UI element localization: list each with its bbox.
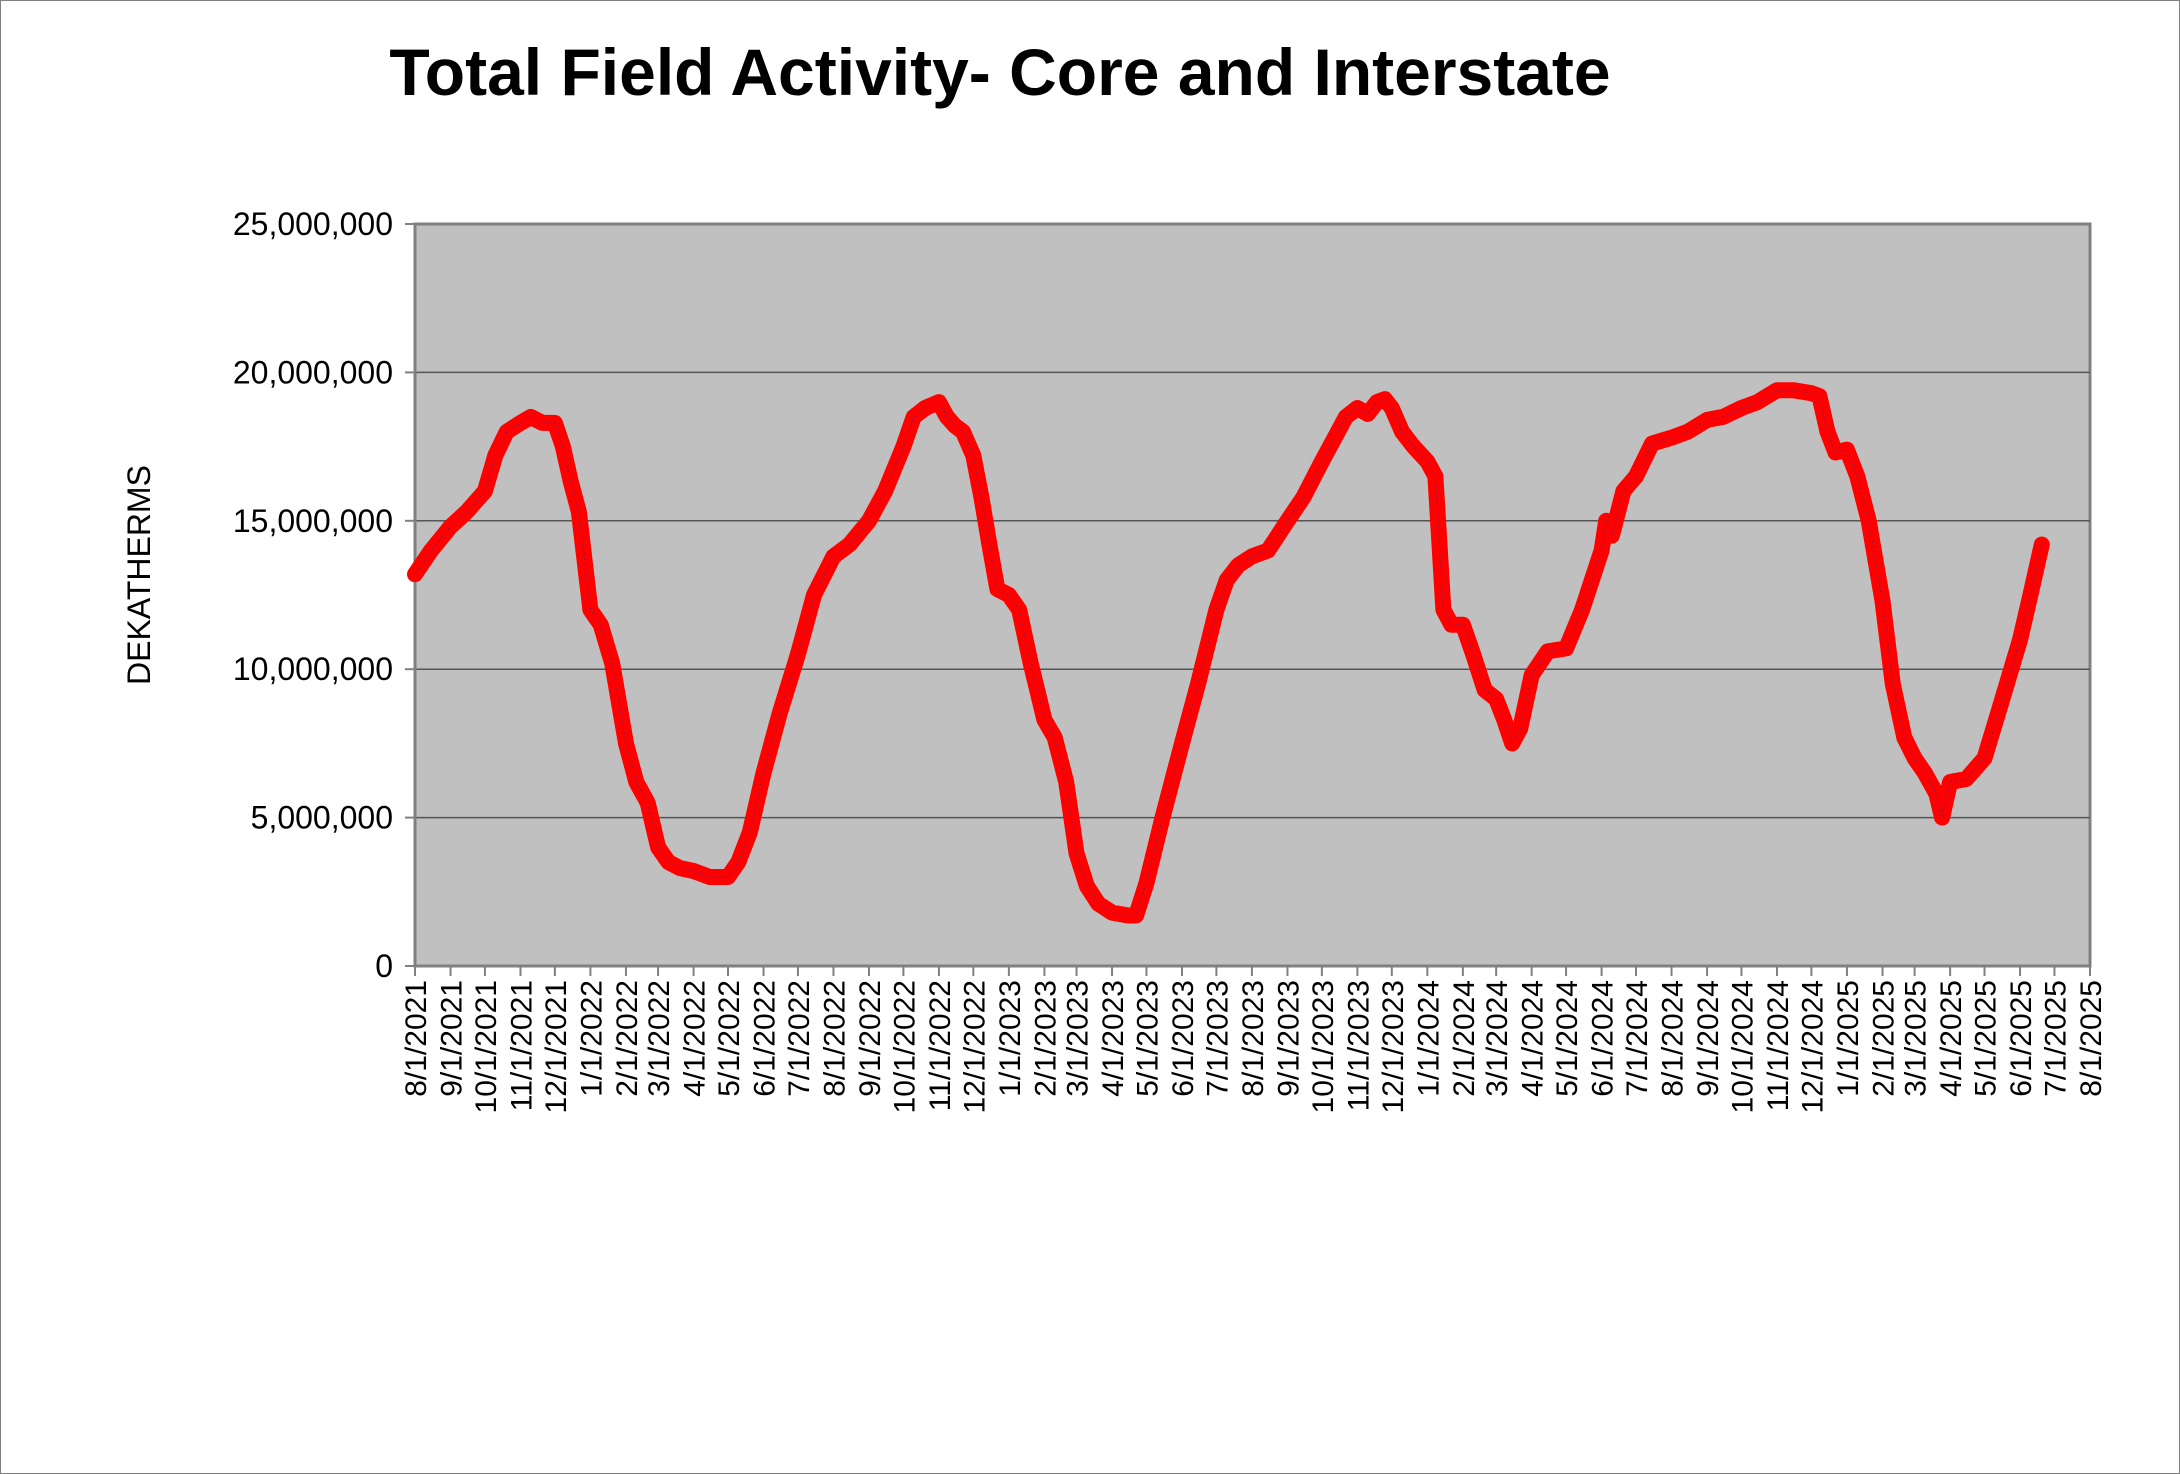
x-tick-label: 3/1/2023 [1062,980,1095,1097]
x-tick-label: 10/1/2022 [888,980,921,1113]
x-tick-labels: 8/1/2021 9/1/2021 10/1/2021 11/1/2021 12/1/2… [400,980,2108,1113]
x-tick-label: 6/1/2022 [749,980,782,1097]
chart-title: Total Field Activity- Core and Interstat… [389,35,1611,109]
x-tick-label: 8/1/2022 [818,980,851,1097]
y-tick-label: 5,000,000 [251,800,393,836]
x-tick-label: 4/1/2025 [1935,980,1968,1097]
x-tick-label: 6/1/2024 [1587,980,1620,1097]
x-tick-label: 9/1/2021 [436,980,469,1097]
y-tick-label: 25,000,000 [233,206,393,242]
axes [405,223,2091,976]
plot-area [413,222,2092,968]
x-tick-label: 9/1/2023 [1272,980,1305,1097]
x-tick-label: 7/1/2024 [1621,980,1654,1097]
x-tick-label: 12/1/2022 [958,980,991,1113]
x-tick-label: 12/1/2024 [1796,980,1829,1113]
x-tick-label: 10/1/2023 [1307,980,1340,1113]
x-tick-label: 3/1/2024 [1481,980,1514,1097]
y-tick-labels: 0 5,000,000 10,000,000 15,000,000 20,000,000… [233,206,393,984]
series-line-inner [414,389,2043,917]
x-tick-label: 7/1/2022 [783,980,816,1097]
x-tick-label: 7/1/2023 [1201,980,1234,1097]
x-tick-label: 1/1/2024 [1412,980,1445,1097]
x-tick-label: 8/1/2021 [400,980,433,1097]
x-tick-label: 5/1/2023 [1131,980,1164,1097]
y-tick-label: 20,000,000 [233,354,393,390]
x-tick-label: 4/1/2024 [1517,980,1550,1097]
x-tick-label: 12/1/2023 [1377,980,1410,1113]
x-tick-label: 2/1/2025 [1867,980,1900,1097]
x-tick-label: 10/1/2021 [470,980,503,1113]
x-tick-label: 9/1/2024 [1692,980,1725,1097]
x-tick-label: 11/1/2021 [505,980,538,1111]
y-axis-label: DEKATHERMS [121,465,157,685]
x-tick-label: 12/1/2021 [540,980,573,1113]
gridlines [415,371,2090,819]
x-tick-label: 11/1/2024 [1762,980,1795,1111]
x-tick-label: 1/1/2025 [1832,980,1865,1097]
x-tick-label: 11/1/2023 [1342,980,1375,1111]
x-tick-label: 2/1/2022 [611,980,644,1097]
x-tick-label: 6/1/2023 [1167,980,1200,1097]
x-tick-label: 4/1/2023 [1097,980,1130,1097]
x-tick-label: 3/1/2022 [643,980,676,1097]
x-tick-label: 7/1/2025 [2039,980,2072,1097]
x-tick-label: 6/1/2025 [2005,980,2038,1097]
x-tick-label: 2/1/2023 [1029,980,1062,1097]
x-tick-label: 1/1/2023 [994,980,1027,1097]
x-tick-label: 5/1/2022 [713,980,746,1097]
x-tick-label: 2/1/2024 [1448,980,1481,1097]
x-tick-label: 8/1/2025 [2075,980,2108,1097]
x-tick-label: 1/1/2022 [575,980,608,1097]
y-tick-label: 0 [375,948,393,984]
y-tick-label: 10,000,000 [233,651,393,687]
x-tick-label: 9/1/2022 [854,980,887,1097]
x-tick-label: 11/1/2022 [924,980,957,1111]
x-tick-label: 5/1/2025 [1970,980,2003,1097]
x-tick-label: 8/1/2024 [1657,980,1690,1097]
x-tick-label: 10/1/2024 [1726,980,1759,1113]
x-tick-label: 3/1/2025 [1900,980,1933,1097]
x-tick-label: 8/1/2023 [1237,980,1270,1097]
series-layer [407,382,2050,924]
x-tick-label: 5/1/2024 [1551,980,1584,1097]
x-tick-label: 4/1/2022 [679,980,712,1097]
y-tick-label: 15,000,000 [233,503,393,539]
